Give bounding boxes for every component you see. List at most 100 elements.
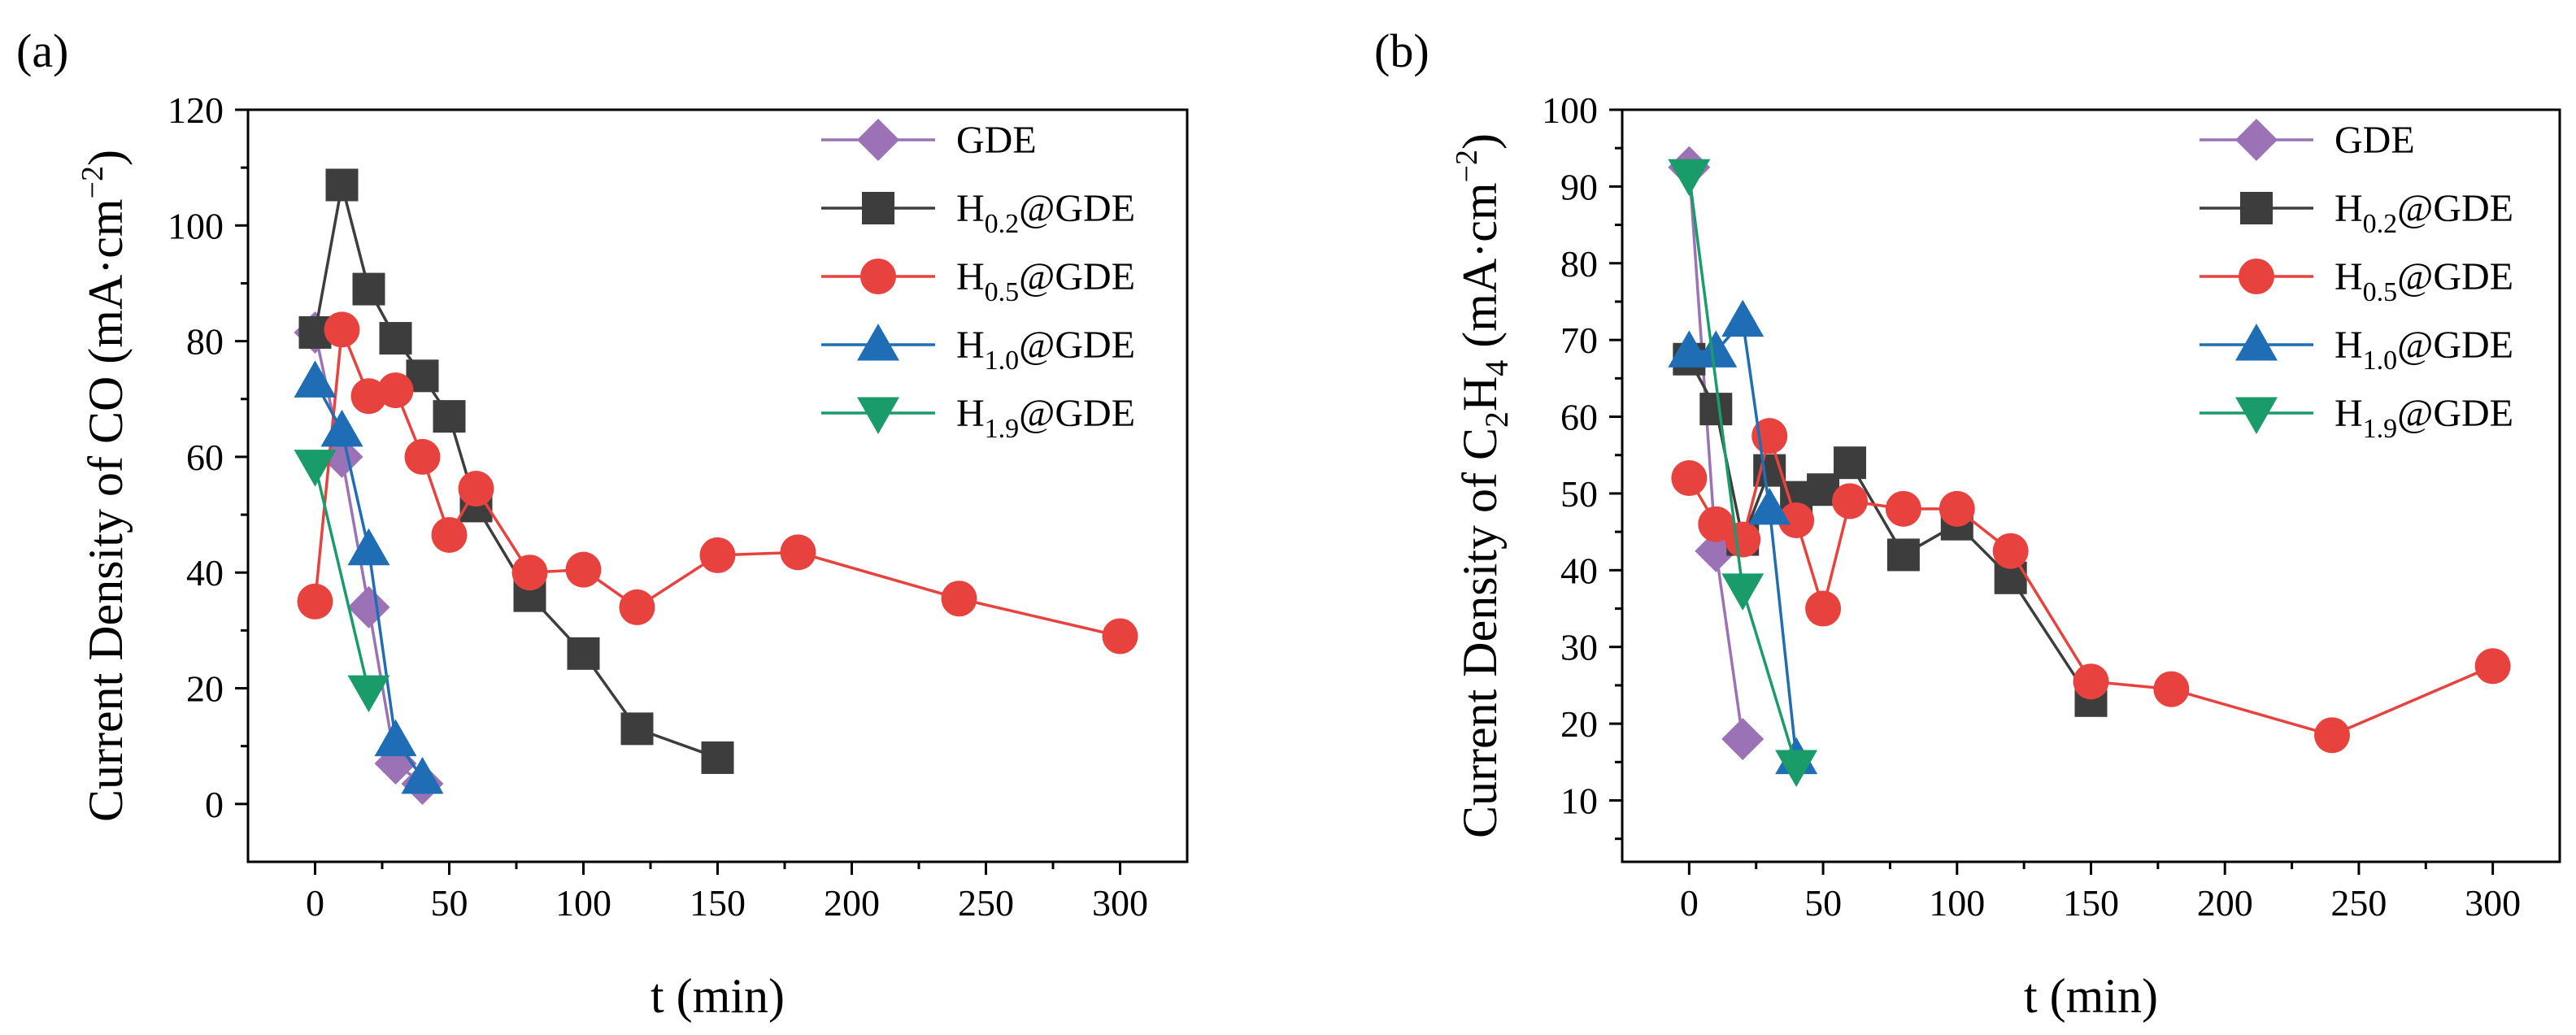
- data-point: [941, 581, 977, 617]
- x-tick-label: 150: [2063, 882, 2119, 924]
- x-tick-label: 200: [2197, 882, 2253, 924]
- data-point: [404, 438, 441, 475]
- y-tick-label: 60: [186, 437, 224, 478]
- data-point: [320, 409, 363, 447]
- series-h1-9-gde: [1668, 159, 1818, 788]
- y-tick-label: 40: [186, 552, 224, 594]
- legend-label: H1.9@GDE: [2334, 392, 2513, 444]
- data-point: [347, 528, 390, 566]
- y-tick-label: 80: [186, 321, 224, 363]
- data-point: [1668, 159, 1711, 197]
- data-point: [699, 537, 736, 573]
- data-point: [1698, 506, 1734, 542]
- data-point: [1832, 483, 1869, 520]
- chart-panel-a: (a) 0 50 100 150 200 250 300 0 20 40 60 80 100 120 t (m…: [16, 24, 1189, 1023]
- data-point: [701, 741, 734, 774]
- legend-label: H1.0@GDE: [2334, 324, 2513, 376]
- legend-label: GDE: [956, 119, 1037, 162]
- data-point: [1805, 590, 1842, 627]
- data-point: [567, 637, 600, 670]
- data-point: [294, 450, 337, 487]
- y-tick-label: 40: [1560, 550, 1598, 591]
- legend-swatch-marker: [857, 324, 899, 361]
- y-tick-label: 0: [205, 784, 224, 825]
- legend-label: GDE: [2334, 119, 2415, 162]
- data-point: [1834, 446, 1867, 480]
- data-point: [374, 719, 417, 757]
- data-point: [1699, 393, 1733, 426]
- legend-item: GDE: [821, 119, 1037, 162]
- data-point: [1886, 538, 1920, 572]
- legend-swatch-marker: [2235, 324, 2278, 361]
- data-point: [2474, 648, 2511, 685]
- x-tick-label: 150: [690, 882, 746, 924]
- data-point: [1668, 330, 1711, 367]
- y-tick-label: 70: [1560, 320, 1598, 361]
- data-point: [511, 554, 548, 591]
- data-point: [350, 378, 387, 415]
- legend-swatch-marker: [2235, 397, 2278, 434]
- y-axis-title: Current Density of C2H4 (mA·cm−2): [1450, 133, 1515, 838]
- legend: GDE H0.2@GDE H0.5@GDE H1.0@GDE H1.9@GDE: [2200, 119, 2513, 444]
- legend-swatch-marker: [860, 259, 896, 294]
- data-point: [2073, 663, 2109, 700]
- series-line: [313, 185, 719, 759]
- data-point: [1721, 299, 1764, 337]
- data-point: [347, 675, 390, 713]
- legend-label: H0.2@GDE: [956, 187, 1135, 239]
- y-tick-label: 20: [1560, 703, 1598, 745]
- series-h1-9-gde: [294, 450, 390, 713]
- x-tick-label: 300: [2465, 882, 2521, 924]
- data-point: [401, 756, 444, 794]
- x-tick-label: 0: [1680, 882, 1699, 924]
- legend-swatch-marker: [862, 192, 894, 224]
- y-tick-label: 50: [1560, 473, 1598, 515]
- series-line: [313, 465, 371, 692]
- legend-item: GDE: [2200, 119, 2415, 162]
- x-tick-label: 50: [431, 882, 468, 924]
- y-tick-label: 30: [1560, 627, 1598, 668]
- data-point: [1102, 618, 1138, 654]
- legend-item: H1.0@GDE: [821, 324, 1135, 376]
- y-tick-label: 90: [1560, 166, 1598, 207]
- x-tick-label: 250: [958, 882, 1014, 924]
- data-point: [297, 583, 333, 620]
- legend-item: H1.9@GDE: [821, 392, 1135, 444]
- legend-label: H1.0@GDE: [956, 324, 1135, 376]
- data-point: [780, 534, 816, 571]
- data-point: [324, 311, 360, 348]
- series-h1-0-gde: [294, 360, 444, 794]
- y-tick-label: 120: [168, 89, 224, 131]
- data-point: [565, 551, 602, 588]
- x-tick-label: 50: [1804, 882, 1842, 924]
- legend-item: H0.5@GDE: [2200, 255, 2513, 307]
- x-axis-title: t (min): [651, 969, 785, 1023]
- y-tick-label: 20: [186, 668, 224, 710]
- data-point: [619, 589, 655, 625]
- data-point: [379, 322, 412, 355]
- legend: GDE H0.2@GDE H0.5@GDE H1.0@GDE H1.9@GDE: [821, 119, 1135, 444]
- series-gde: [1668, 146, 1764, 760]
- data-point: [1721, 717, 1764, 760]
- x-tick-label: 200: [824, 882, 880, 924]
- series-h1-0-gde: [1668, 299, 1818, 775]
- legend-label: H1.9@GDE: [956, 392, 1135, 444]
- data-point: [458, 471, 494, 507]
- legend-swatch-marker: [857, 119, 899, 161]
- legend-label: H0.2@GDE: [2334, 187, 2513, 239]
- legend-swatch-marker: [2235, 119, 2278, 161]
- data-point: [352, 272, 385, 306]
- data-point: [1885, 490, 1921, 527]
- y-axis-title: Current Density of CO (mA·cm−2): [76, 150, 133, 822]
- y-tick-label: 80: [1560, 243, 1598, 285]
- legend-swatch-marker: [857, 397, 899, 434]
- data-point: [1939, 490, 1975, 527]
- data-point: [1695, 330, 1738, 367]
- x-tick-label: 100: [1929, 882, 1985, 924]
- legend-item: H0.2@GDE: [2200, 187, 2513, 239]
- data-point: [1748, 487, 1791, 525]
- series-line: [1687, 167, 1744, 740]
- x-axis-title: t (min): [2024, 969, 2158, 1023]
- panel-label: (b): [1374, 24, 1429, 77]
